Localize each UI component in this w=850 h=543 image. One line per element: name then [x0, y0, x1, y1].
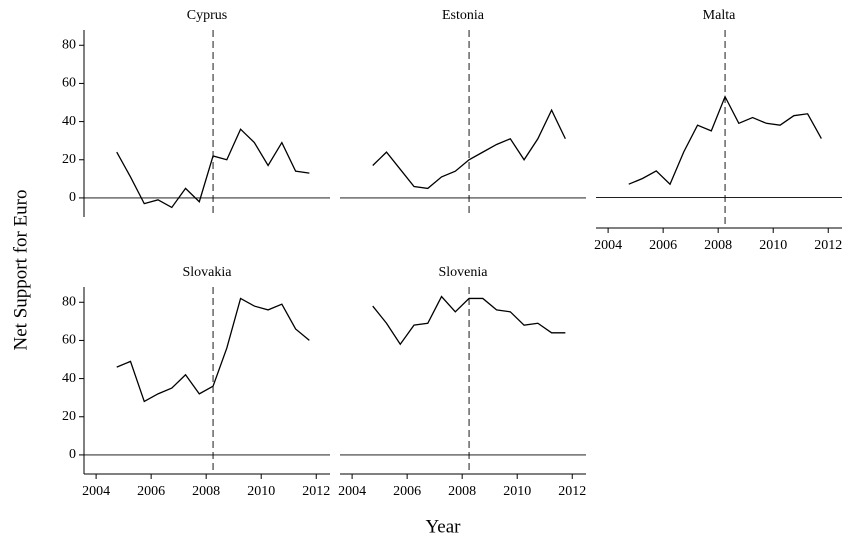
x-tick-label: 2006 — [649, 238, 677, 253]
y-tick-label: 80 — [62, 294, 76, 309]
panel-title: Estonia — [442, 8, 485, 23]
series-line — [116, 297, 310, 403]
y-tick-label: 40 — [62, 114, 76, 129]
y-tick-label: 60 — [62, 76, 76, 91]
x-tick-label: 2010 — [759, 238, 787, 253]
y-tick-label: 60 — [62, 333, 76, 348]
y-tick-label: 80 — [62, 37, 76, 52]
series-line — [628, 95, 822, 186]
y-tick-label: 0 — [69, 190, 76, 205]
series-line — [372, 295, 566, 346]
y-tick-label: 20 — [62, 409, 76, 424]
y-tick-label: 0 — [69, 447, 76, 462]
x-tick-label: 2008 — [192, 484, 220, 499]
x-tick-label: 2012 — [814, 238, 842, 253]
x-tick-label: 2004 — [338, 484, 366, 499]
x-tick-label: 2012 — [558, 484, 586, 499]
y-tick-label: 20 — [62, 152, 76, 167]
x-tick-label: 2008 — [704, 238, 732, 253]
panel-title: Slovakia — [183, 265, 233, 280]
y-axis-label: Net Support for Euro — [10, 190, 31, 351]
x-tick-label: 2012 — [302, 484, 330, 499]
series-line — [372, 108, 566, 190]
panel-title: Cyprus — [187, 8, 227, 23]
panel-title: Slovenia — [439, 265, 489, 280]
x-tick-label: 2010 — [503, 484, 531, 499]
x-tick-label: 2004 — [594, 238, 622, 253]
x-tick-label: 2006 — [393, 484, 421, 499]
panel-title: Malta — [703, 8, 736, 23]
x-axis-label: Year — [425, 516, 461, 537]
x-tick-label: 2004 — [82, 484, 110, 499]
x-tick-label: 2010 — [247, 484, 275, 499]
x-tick-label: 2006 — [137, 484, 165, 499]
series-line — [116, 128, 310, 209]
y-tick-label: 40 — [62, 371, 76, 386]
x-tick-label: 2008 — [448, 484, 476, 499]
